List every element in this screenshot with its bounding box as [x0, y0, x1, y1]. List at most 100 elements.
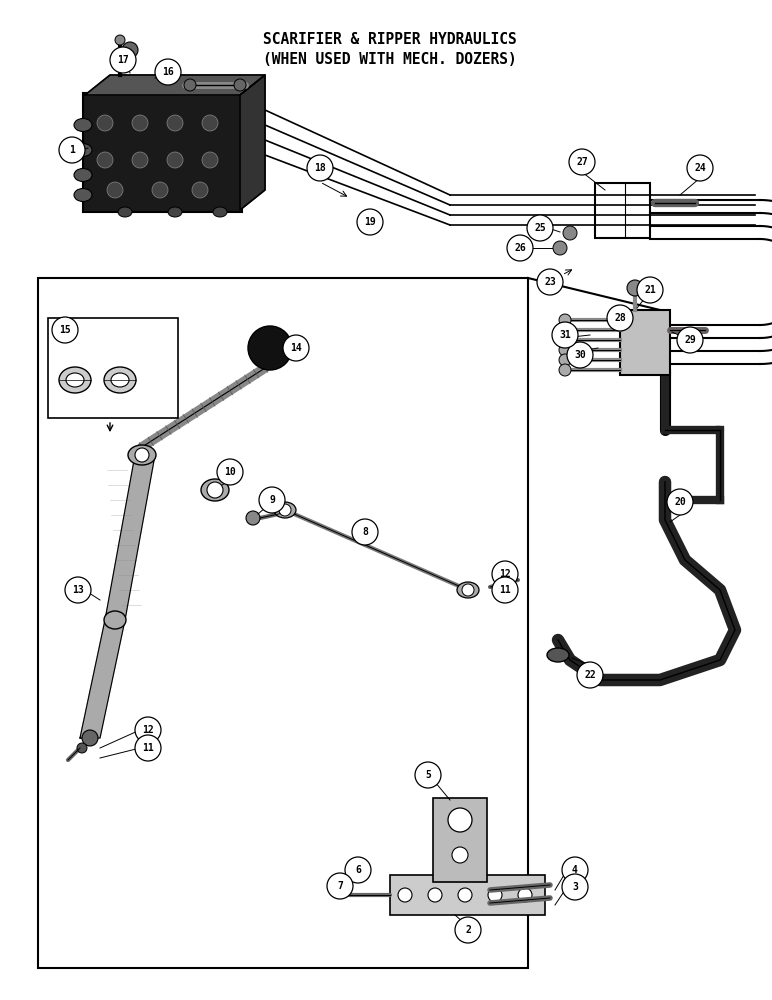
Ellipse shape: [74, 188, 92, 202]
Circle shape: [107, 182, 123, 198]
Circle shape: [52, 317, 78, 343]
Circle shape: [448, 808, 472, 832]
Ellipse shape: [128, 445, 156, 465]
Text: 12: 12: [142, 725, 154, 735]
Text: 26: 26: [514, 243, 526, 253]
Circle shape: [202, 152, 218, 168]
Circle shape: [563, 226, 577, 240]
Polygon shape: [240, 75, 265, 210]
Circle shape: [559, 334, 571, 346]
Ellipse shape: [74, 143, 92, 156]
Text: 18: 18: [314, 163, 326, 173]
Circle shape: [559, 364, 571, 376]
Ellipse shape: [111, 373, 129, 387]
Circle shape: [398, 888, 412, 902]
Text: 31: 31: [559, 330, 571, 340]
Circle shape: [82, 730, 98, 746]
Circle shape: [352, 519, 378, 545]
Circle shape: [607, 305, 633, 331]
Text: 24: 24: [694, 163, 706, 173]
Circle shape: [559, 344, 571, 356]
Circle shape: [259, 487, 285, 513]
Text: 8: 8: [362, 527, 368, 537]
Circle shape: [135, 717, 161, 743]
Text: 21: 21: [644, 285, 656, 295]
Circle shape: [577, 662, 603, 688]
Text: 28: 28: [614, 313, 626, 323]
Text: 23: 23: [544, 277, 556, 287]
Ellipse shape: [104, 367, 136, 393]
Circle shape: [279, 504, 291, 516]
Circle shape: [184, 79, 196, 91]
Circle shape: [132, 115, 148, 131]
Circle shape: [428, 888, 442, 902]
FancyBboxPatch shape: [433, 798, 487, 882]
Circle shape: [77, 743, 87, 753]
Circle shape: [452, 847, 468, 863]
Text: 25: 25: [534, 223, 546, 233]
Text: 30: 30: [574, 350, 586, 360]
Text: 14: 14: [290, 343, 302, 353]
Circle shape: [59, 137, 85, 163]
Circle shape: [283, 335, 309, 361]
Polygon shape: [105, 455, 155, 620]
Text: 11: 11: [499, 585, 511, 595]
Polygon shape: [80, 620, 125, 738]
Text: SCARIFIER & RIPPER HYDRAULICS: SCARIFIER & RIPPER HYDRAULICS: [263, 32, 517, 47]
Text: 22: 22: [584, 670, 596, 680]
Text: 6: 6: [355, 865, 361, 875]
Circle shape: [167, 115, 183, 131]
Text: 5: 5: [425, 770, 431, 780]
Circle shape: [527, 215, 553, 241]
Ellipse shape: [547, 648, 569, 662]
Circle shape: [687, 155, 713, 181]
Text: 13: 13: [72, 585, 84, 595]
Ellipse shape: [66, 373, 84, 387]
Circle shape: [488, 888, 502, 902]
Circle shape: [122, 42, 138, 58]
Ellipse shape: [59, 367, 91, 393]
Ellipse shape: [457, 582, 479, 598]
Ellipse shape: [74, 168, 92, 182]
Circle shape: [202, 115, 218, 131]
Circle shape: [207, 482, 223, 498]
Circle shape: [677, 327, 703, 353]
Circle shape: [507, 235, 533, 261]
Polygon shape: [85, 75, 265, 95]
Text: 9: 9: [269, 495, 275, 505]
Circle shape: [559, 354, 571, 366]
Circle shape: [569, 149, 595, 175]
Text: 17: 17: [117, 55, 129, 65]
Circle shape: [537, 269, 563, 295]
Circle shape: [357, 209, 383, 235]
Circle shape: [152, 182, 168, 198]
Text: 3: 3: [572, 882, 578, 892]
Circle shape: [455, 917, 481, 943]
Circle shape: [492, 561, 518, 587]
Bar: [48, 318, 178, 418]
Ellipse shape: [104, 611, 126, 629]
Circle shape: [155, 59, 181, 85]
Text: 27: 27: [576, 157, 587, 167]
Circle shape: [627, 280, 643, 296]
Text: 11: 11: [142, 743, 154, 753]
Circle shape: [562, 874, 588, 900]
Text: 19: 19: [364, 217, 376, 227]
Ellipse shape: [201, 479, 229, 501]
Bar: [620, 310, 670, 375]
Circle shape: [132, 152, 148, 168]
Circle shape: [562, 857, 588, 883]
Ellipse shape: [274, 502, 296, 518]
Bar: [390, 875, 545, 915]
Circle shape: [518, 888, 532, 902]
Circle shape: [559, 324, 571, 336]
Circle shape: [637, 277, 663, 303]
Ellipse shape: [213, 207, 227, 217]
Bar: [38, 278, 528, 968]
Circle shape: [552, 322, 578, 348]
Circle shape: [553, 241, 567, 255]
FancyBboxPatch shape: [83, 93, 242, 212]
Text: 10: 10: [224, 467, 236, 477]
Circle shape: [234, 79, 246, 91]
Text: 1: 1: [69, 145, 75, 155]
